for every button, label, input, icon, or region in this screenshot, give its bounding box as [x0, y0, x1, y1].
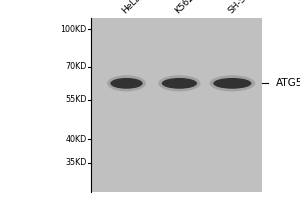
Text: HeLa: HeLa: [120, 0, 143, 16]
Ellipse shape: [158, 75, 201, 91]
Ellipse shape: [162, 78, 197, 89]
Ellipse shape: [110, 78, 143, 89]
Text: 100KD: 100KD: [61, 25, 87, 34]
Bar: [91, 18, 262, 192]
Text: ATG5: ATG5: [276, 78, 300, 88]
Text: 55KD: 55KD: [65, 96, 87, 104]
Text: K562: K562: [173, 0, 196, 16]
Text: 70KD: 70KD: [65, 62, 87, 71]
Text: 35KD: 35KD: [65, 158, 87, 167]
Ellipse shape: [107, 75, 146, 91]
Ellipse shape: [213, 78, 251, 89]
Text: 40KD: 40KD: [65, 135, 87, 144]
Text: SH-SY5Y: SH-SY5Y: [226, 0, 259, 16]
Ellipse shape: [209, 75, 255, 91]
